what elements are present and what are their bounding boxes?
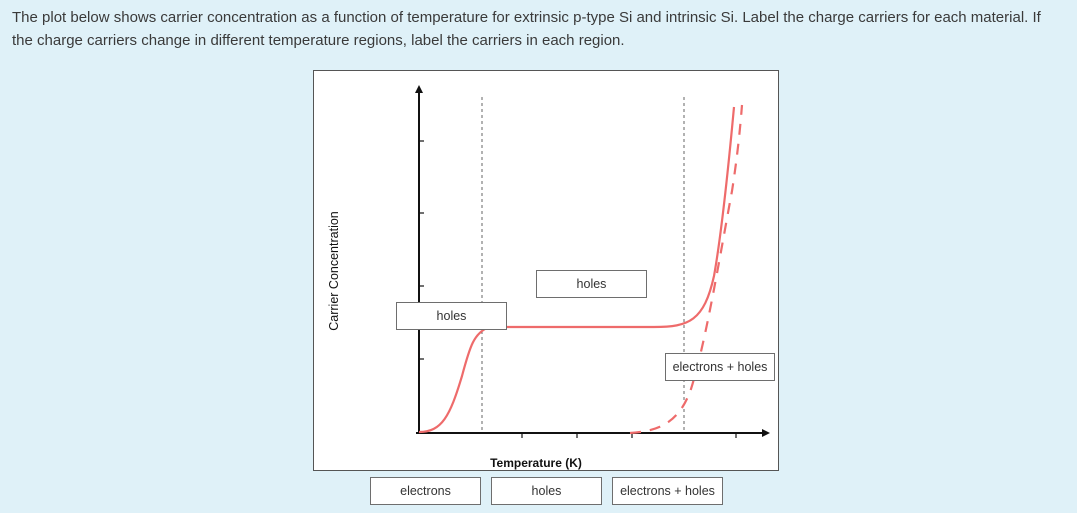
extrinsic-si-curve xyxy=(418,106,736,434)
drop-zone-intrinsic-high-temp[interactable]: electrons + holes xyxy=(665,353,775,381)
drop-zone-low-temp-region[interactable]: holes xyxy=(396,302,507,330)
intrinsic-si-curve xyxy=(629,104,744,435)
y-axis-label: Carrier Concentration xyxy=(327,211,341,331)
drop-zone-extrinsic-plateau[interactable]: holes xyxy=(536,270,647,298)
x-axis-label: Temperature (K) xyxy=(490,456,582,470)
carrier-concentration-plot xyxy=(415,85,770,438)
answer-chip-electrons[interactable]: electrons xyxy=(370,477,481,505)
question-text: The plot below shows carrier concentrati… xyxy=(12,9,1041,49)
answer-chip-electrons-holes[interactable]: electrons + holes xyxy=(612,477,723,505)
answer-chip-holes[interactable]: holes xyxy=(491,477,602,505)
